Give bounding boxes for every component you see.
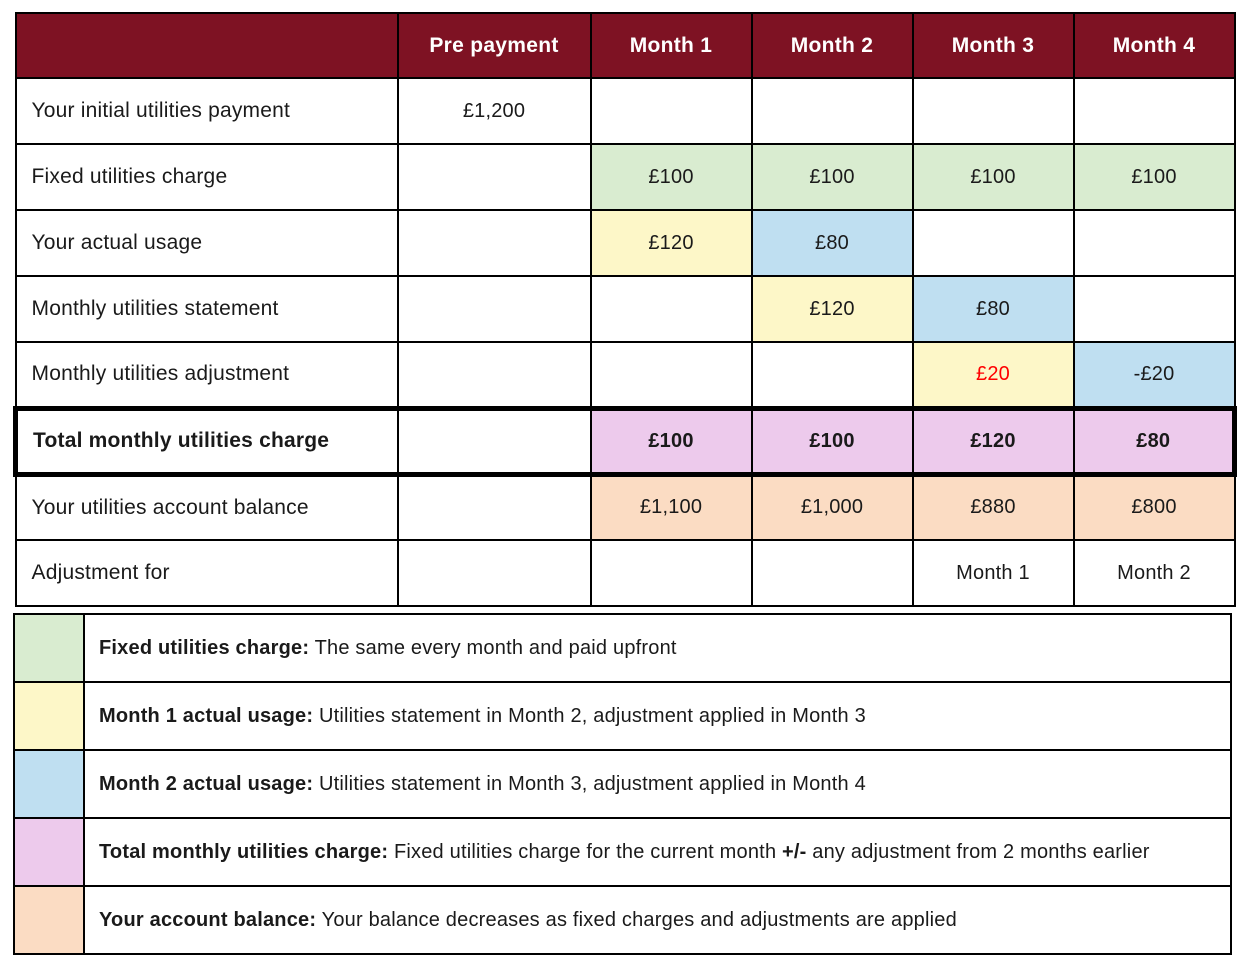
value-cell: £80 [750, 209, 914, 277]
value-cell: £1,000 [750, 473, 914, 541]
legend-row: Fixed utilities charge: The same every m… [13, 613, 1232, 683]
column-header: Month 1 [589, 12, 753, 79]
legend-row: Month 2 actual usage: Utilities statemen… [13, 749, 1232, 819]
row-label: Your initial utilities payment [14, 77, 399, 145]
legend-title: Month 2 actual usage: [99, 772, 314, 795]
value-cell [396, 473, 592, 541]
legend-description: Utilities statement in Month 2, adjustme… [313, 704, 866, 727]
legend-description: The same every month and paid upfront [309, 636, 677, 659]
row-label: Monthly utilities adjustment [14, 341, 399, 409]
value-cell: Month 1 [911, 539, 1075, 607]
legend-swatch-yellow [13, 681, 85, 751]
value-cell [396, 405, 592, 477]
utilities-schedule-table: Pre payment Month 1 Month 2 Month 3 Month 4 … [13, 12, 1237, 607]
legend-text: Total monthly utilities charge: Fixed ut… [83, 817, 1232, 887]
legend-description-after: any adjustment from 2 months earlier [806, 840, 1150, 863]
value-cell [396, 275, 592, 343]
value-cell: Month 2 [1072, 539, 1236, 607]
value-cell: £100 [750, 405, 914, 477]
row-label: Your utilities account balance [14, 473, 399, 541]
value-cell [1072, 275, 1236, 343]
legend-bold-inline: +/- [782, 840, 807, 863]
legend-description: Utilities statement in Month 3, adjustme… [313, 772, 866, 795]
value-cell: £20 [911, 341, 1075, 409]
value-cell: £100 [750, 143, 914, 211]
legend-row: Month 1 actual usage: Utilities statemen… [13, 681, 1232, 751]
value-cell: £100 [911, 143, 1075, 211]
value-cell [396, 143, 592, 211]
legend-swatch-green [13, 613, 85, 683]
value-cell [589, 275, 753, 343]
value-cell: £120 [911, 405, 1075, 477]
value-cell: -£20 [1072, 341, 1236, 409]
value-cell: £80 [1072, 405, 1237, 477]
table-row: Your actual usage £120 £80 [14, 209, 1236, 277]
legend-title: Fixed utilities charge: [99, 636, 310, 659]
value-cell: £80 [911, 275, 1075, 343]
utilities-payment-page: Pre payment Month 1 Month 2 Month 3 Month 4 … [13, 12, 1243, 955]
legend-swatch-pink [13, 817, 85, 887]
table-row: Your utilities account balance £1,100 £1,0… [14, 473, 1236, 541]
table-row: Monthly utilities adjustment £20 -£20 [14, 341, 1236, 409]
header-row: Pre payment Month 1 Month 2 Month 3 Month 4 [14, 12, 1236, 79]
legend-description: Your balance decreases as fixed charges … [316, 908, 957, 931]
value-cell: £1,200 [396, 77, 592, 145]
legend-title: Total monthly utilities charge: [99, 840, 389, 863]
row-label: Your actual usage [14, 209, 399, 277]
legend-text: Your account balance: Your balance decre… [83, 885, 1232, 955]
table-row: Fixed utilities charge £100 £100 £100 £100 [14, 143, 1236, 211]
column-header: Month 3 [911, 12, 1075, 79]
value-cell [396, 539, 592, 607]
row-label: Adjustment for [14, 539, 399, 607]
legend-swatch-peach [13, 885, 85, 955]
legend-text: Month 1 actual usage: Utilities statemen… [83, 681, 1232, 751]
legend-table: Fixed utilities charge: The same every m… [13, 613, 1232, 955]
value-cell [396, 341, 592, 409]
column-header: Month 4 [1072, 12, 1236, 79]
legend-description: Fixed utilities charge for the current m… [388, 840, 783, 863]
legend-text: Month 2 actual usage: Utilities statemen… [83, 749, 1232, 819]
value-cell [750, 539, 914, 607]
value-cell [1072, 77, 1236, 145]
value-cell [911, 77, 1075, 145]
row-label: Monthly utilities statement [14, 275, 399, 343]
value-cell: £100 [1072, 143, 1236, 211]
value-cell: £100 [589, 405, 753, 477]
legend-row: Your account balance: Your balance decre… [13, 885, 1232, 955]
legend-title: Month 1 actual usage: [99, 704, 314, 727]
legend-swatch-blue [13, 749, 85, 819]
value-cell: £100 [589, 143, 753, 211]
legend-body: Fixed utilities charge: The same every m… [13, 613, 1232, 955]
value-cell [750, 77, 914, 145]
table-row: Total monthly utilities charge £100 £100 £1… [13, 405, 1237, 477]
value-cell [589, 539, 753, 607]
value-cell: £880 [911, 473, 1075, 541]
legend-title: Your account balance: [99, 908, 317, 931]
column-header: Pre payment [396, 12, 592, 79]
value-cell [1072, 209, 1236, 277]
table-row: Your initial utilities payment £1,200 [14, 77, 1236, 145]
corner-header-cell [14, 12, 399, 79]
value-cell: £1,100 [589, 473, 753, 541]
value-cell [589, 77, 753, 145]
legend-text: Fixed utilities charge: The same every m… [83, 613, 1232, 683]
value-cell [750, 341, 914, 409]
column-header: Month 2 [750, 12, 914, 79]
legend-row: Total monthly utilities charge: Fixed ut… [13, 817, 1232, 887]
row-label: Fixed utilities charge [14, 143, 399, 211]
value-cell [396, 209, 592, 277]
value-cell [911, 209, 1075, 277]
value-cell [589, 341, 753, 409]
table-row: Adjustment for Month 1 Month 2 [14, 539, 1236, 607]
table-body: Your initial utilities payment £1,200 Fixe… [13, 77, 1237, 607]
value-cell: £120 [750, 275, 914, 343]
row-label: Total monthly utilities charge [13, 405, 399, 477]
table-row: Monthly utilities statement £120 £80 [14, 275, 1236, 343]
value-cell: £800 [1072, 473, 1236, 541]
value-cell: £120 [589, 209, 753, 277]
